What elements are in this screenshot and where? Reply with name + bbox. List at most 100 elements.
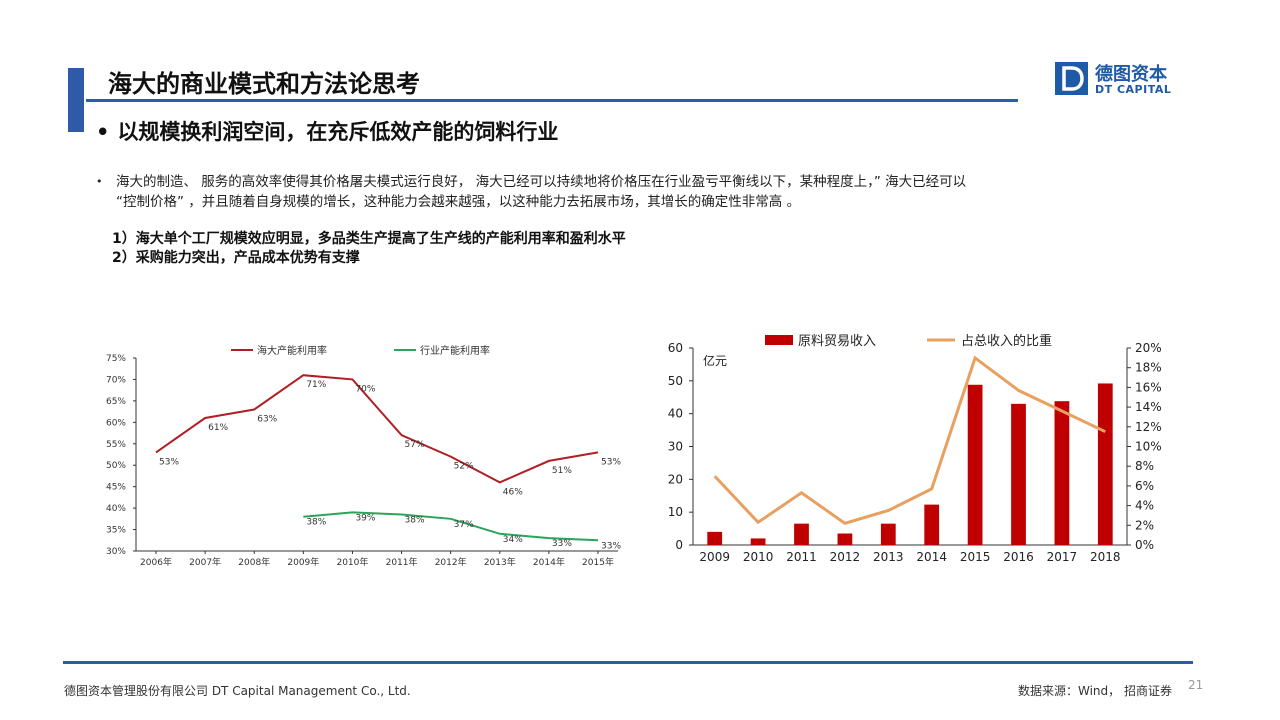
- y-tick-label: 70%: [106, 375, 126, 385]
- body-line-2: “控制价格” ，并且随着自身规模的增长，这种能力会越来越强，以这种能力去拓展市场…: [116, 194, 801, 210]
- y-tick-label: 30%: [106, 547, 126, 557]
- body-paragraph: • 海大的制造、 服务的高效率使得其价格屠夫模式运行良好， 海大已经可以持续地将…: [96, 172, 1156, 212]
- y-tick-label: 60%: [106, 418, 126, 428]
- x-tick-label: 2018: [1090, 550, 1121, 564]
- x-tick-label: 2010: [743, 550, 774, 564]
- x-tick-label: 2007年: [189, 556, 221, 568]
- key-points: 1）海大单个工厂规模效应明显，多品类生产提高了生产线的产能利用率和盈利水平 2）…: [112, 230, 626, 268]
- right-tick-label: 6%: [1135, 479, 1154, 493]
- x-tick-label: 2013年: [484, 556, 516, 568]
- key-point-1: 1）海大单个工厂规模效应明显，多品类生产提高了生产线的产能利用率和盈利水平: [112, 231, 626, 247]
- data-label: 33%: [552, 539, 572, 549]
- footer-company: 德图资本管理股份有限公司 DT Capital Management Co., …: [64, 684, 411, 698]
- subtitle-bullet: •: [96, 120, 110, 144]
- right-tick-label: 20%: [1135, 341, 1162, 355]
- x-tick-label: 2008年: [238, 556, 270, 568]
- bar-2015: [967, 384, 983, 545]
- right-tick-label: 0%: [1135, 538, 1154, 552]
- legend-label: 海大产能利用率: [257, 344, 327, 357]
- share-line: [713, 355, 1106, 525]
- legend-swatch-bar: [765, 335, 793, 345]
- data-label: 70%: [355, 384, 375, 394]
- y-tick-label: 65%: [106, 397, 126, 407]
- x-tick-label: 2012: [830, 550, 861, 564]
- data-label: 33%: [601, 541, 621, 551]
- bar-2012: [837, 533, 853, 545]
- slide-subtitle: • 以规模换利润空间，在充斥低效产能的饲料行业: [96, 116, 558, 146]
- slide-title: 海大的商业模式和方法论思考: [108, 70, 420, 98]
- series-line-2: [303, 511, 599, 542]
- series-line-1: [155, 374, 599, 484]
- body-bullet: •: [96, 175, 103, 188]
- data-label: 52%: [454, 462, 474, 472]
- y-tick-label: 35%: [106, 526, 126, 536]
- y-tick-label: 40%: [106, 504, 126, 514]
- x-tick-label: 2014年: [533, 556, 565, 568]
- left-tick-label: 0: [675, 538, 683, 552]
- data-label: 38%: [405, 516, 425, 526]
- data-label: 63%: [257, 414, 277, 424]
- body-line-1: 海大的制造、 服务的高效率使得其价格屠夫模式运行良好， 海大已经可以持续地将价格…: [116, 174, 967, 190]
- x-tick-label: 2017: [1047, 550, 1078, 564]
- left-tick-label: 20: [668, 472, 683, 486]
- x-tick-label: 2011: [786, 550, 817, 564]
- y-tick-label: 45%: [106, 483, 126, 493]
- x-tick-label: 2009: [699, 550, 730, 564]
- key-point-2: 2）采购能力突出，产品成本优势有支撑: [112, 250, 360, 266]
- y-axis-unit-label: 亿元: [703, 353, 727, 368]
- left-tick-label: 10: [668, 505, 683, 519]
- x-tick-label: 2016: [1003, 550, 1034, 564]
- footer-rule: [63, 661, 1193, 664]
- data-label: 71%: [306, 380, 326, 390]
- bar-2016: [1011, 403, 1026, 545]
- x-tick-label: 2015: [960, 550, 991, 564]
- right-tick-label: 18%: [1135, 361, 1162, 375]
- data-label: 34%: [503, 535, 523, 545]
- x-tick-label: 2009年: [287, 556, 319, 568]
- y-tick-label: 50%: [106, 461, 126, 471]
- right-tick-label: 14%: [1135, 400, 1162, 414]
- y-tick-label: 55%: [106, 440, 126, 450]
- bar-2014: [924, 504, 940, 545]
- legend-label: 行业产能利用率: [420, 344, 490, 357]
- data-label: 53%: [601, 457, 621, 467]
- logo-english-name: DT CAPITAL: [1095, 83, 1172, 96]
- title-accent-bar: [68, 68, 84, 132]
- right-tick-label: 8%: [1135, 459, 1154, 473]
- footer-source: 数据来源：Wind， 招商证券: [1018, 684, 1172, 698]
- bar-2018: [1097, 383, 1113, 545]
- bar-2013: [880, 523, 896, 545]
- right-tick-label: 16%: [1135, 380, 1162, 394]
- x-tick-label: 2011年: [386, 556, 418, 568]
- data-label: 46%: [503, 487, 523, 497]
- dt-capital-logo: 德图资本 DT CAPITAL: [1055, 62, 1180, 98]
- x-tick-label: 2010年: [336, 556, 368, 568]
- left-tick-label: 30: [668, 440, 683, 454]
- bar-2011: [794, 523, 809, 545]
- title-rule: [86, 99, 1018, 102]
- left-tick-label: 40: [668, 407, 683, 421]
- data-label: 61%: [208, 423, 228, 433]
- legend-label-line: 占总收入的比重: [961, 333, 1052, 349]
- page-number: 21: [1188, 678, 1204, 692]
- logo-mark-icon: [1055, 62, 1088, 95]
- x-tick-label: 2013: [873, 550, 904, 564]
- capacity-utilization-chart: 30% 35% 40% 45% 50% 55% 60% 65% 70% 75% 2006年 2007年…: [98, 336, 628, 576]
- left-tick-label: 60: [668, 341, 683, 355]
- x-tick-label: 2006年: [140, 556, 172, 568]
- right-tick-label: 4%: [1135, 499, 1154, 513]
- right-tick-label: 12%: [1135, 420, 1162, 434]
- bar-2009: [707, 531, 723, 545]
- subtitle-text: 以规模换利润空间，在充斥低效产能的饲料行业: [117, 120, 559, 144]
- data-label: 51%: [552, 466, 572, 476]
- x-tick-label: 2012年: [435, 556, 467, 568]
- right-tick-label: 10%: [1135, 440, 1162, 454]
- data-label: 39%: [355, 513, 375, 523]
- raw-material-trade-chart: 0 10 20 30 40 50 60 0% 2% 4% 6% 8% 10% 12% 14% 16% 18% 20…: [655, 328, 1180, 573]
- data-label: 38%: [306, 518, 326, 528]
- logo-chinese-name: 德图资本: [1095, 64, 1167, 85]
- legend-label-bar: 原料贸易收入: [798, 334, 876, 349]
- x-tick-label: 2014: [916, 550, 947, 564]
- bar-2017: [1054, 401, 1070, 545]
- data-label: 57%: [405, 440, 425, 450]
